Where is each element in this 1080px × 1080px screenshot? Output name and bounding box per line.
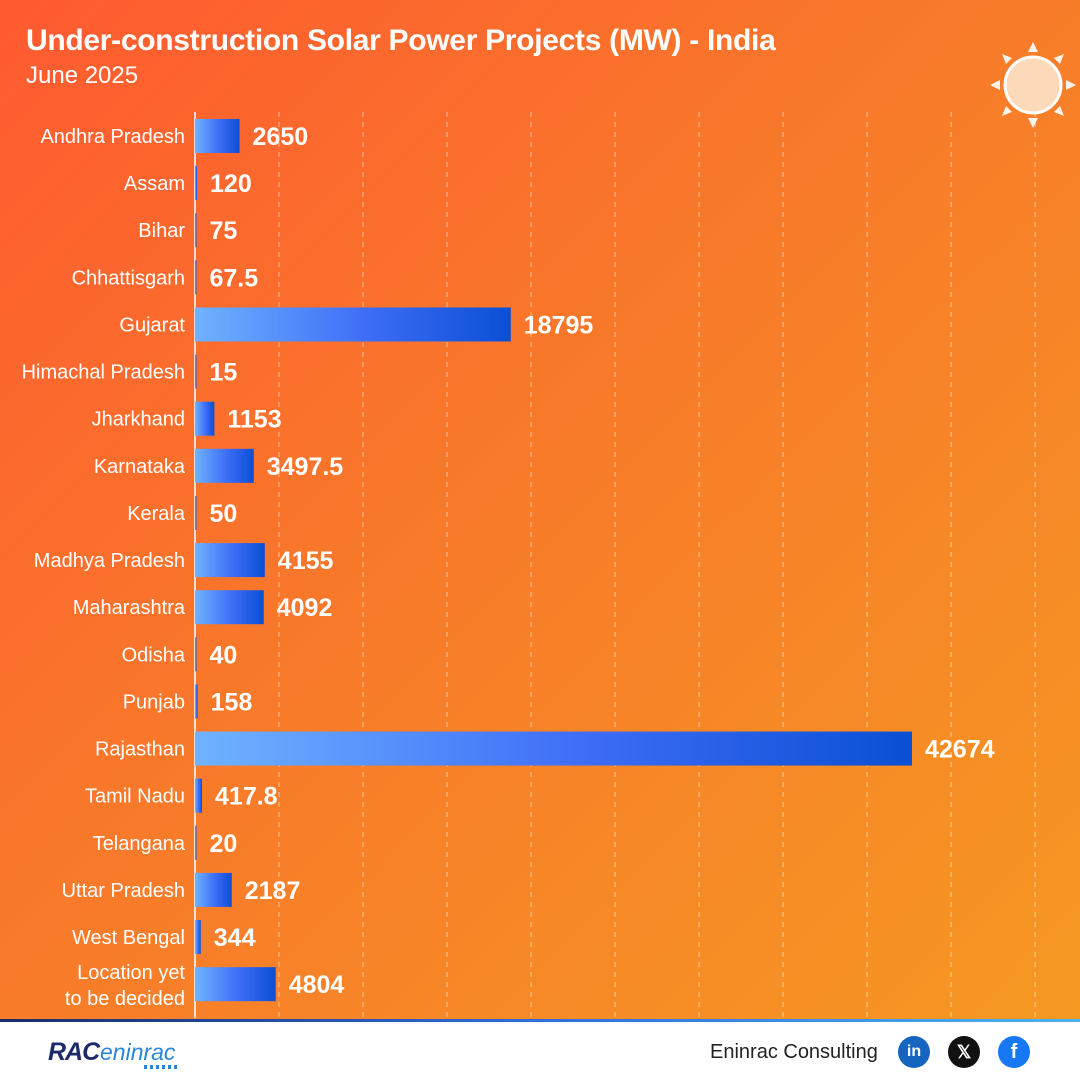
bar: [195, 166, 198, 201]
data-label: 18795: [524, 311, 594, 339]
chart-subtitle: June 2025: [26, 62, 139, 89]
category-label: Uttar Pradesh: [62, 880, 185, 902]
data-label: 42674: [925, 736, 995, 764]
x-icon[interactable]: 𝕏: [948, 1036, 980, 1068]
category-label: Andhra Pradesh: [40, 126, 185, 148]
facebook-icon[interactable]: f: [998, 1036, 1030, 1068]
logo-mark: RAC: [48, 1038, 100, 1066]
category-label: Kerala: [127, 503, 186, 525]
bar-chart: 2650 Andhra Pradesh 120 Assam 75 Bihar 67.5 Chh…: [22, 119, 995, 1010]
bar: [195, 778, 203, 813]
footer-divider: [0, 1019, 1080, 1024]
category-label: Jharkhand: [92, 409, 185, 431]
bar: [195, 872, 232, 907]
bar: [195, 401, 215, 436]
category-label: West Bengal: [72, 927, 185, 949]
category-label: Rajasthan: [95, 739, 185, 761]
bar: [195, 213, 197, 248]
category-label: Bihar: [138, 220, 185, 242]
brand-name: Eninrac Consulting: [710, 1041, 878, 1063]
data-label: 2187: [245, 877, 301, 905]
linkedin-icon[interactable]: in: [898, 1036, 930, 1068]
data-label: 40: [210, 641, 238, 669]
category-label: Location yet to be decided: [65, 962, 186, 1010]
logo-dots: [144, 1065, 180, 1069]
bar: [195, 731, 912, 766]
data-label: 4092: [277, 594, 333, 622]
bar: [195, 684, 198, 719]
data-label: 15: [210, 359, 238, 387]
category-label: Odisha: [122, 644, 186, 666]
bar: [195, 543, 265, 578]
bar: [195, 920, 201, 955]
data-label: 50: [210, 500, 238, 528]
bar: [195, 354, 197, 389]
category-label: Telangana: [93, 833, 186, 855]
bar: [195, 119, 240, 153]
footer: RAC eninrac Eninrac Consulting in 𝕏 f: [0, 1022, 1080, 1080]
bar: [195, 590, 264, 625]
data-label: 158: [211, 688, 253, 716]
category-label: Gujarat: [119, 314, 185, 336]
chart-title: Under-construction Solar Power Projects …: [26, 24, 776, 57]
data-label: 2650: [253, 123, 309, 151]
category-label: Maharashtra: [73, 597, 186, 619]
logo-word: eninrac: [100, 1039, 176, 1065]
category-label: Himachal Pradesh: [22, 362, 185, 384]
bar: [195, 260, 197, 295]
category-label: Tamil Nadu: [85, 786, 185, 808]
data-label: 75: [210, 217, 238, 245]
bar: [195, 825, 197, 860]
category-label: Karnataka: [94, 456, 186, 478]
bar: [195, 495, 197, 530]
data-label: 20: [210, 830, 238, 858]
data-label: 3497.5: [267, 453, 344, 481]
data-label: 1153: [227, 406, 281, 434]
category-label: Punjab: [123, 691, 185, 713]
data-label: 67.5: [210, 264, 259, 292]
company-logo: RAC eninrac: [48, 1036, 188, 1072]
bar: [195, 307, 511, 342]
data-label: 4804: [289, 971, 345, 999]
category-label: Chhattisgarh: [72, 267, 185, 289]
data-label: 120: [210, 170, 252, 198]
data-label: 344: [214, 924, 256, 952]
bar: [195, 967, 276, 1002]
sun-icon: [990, 42, 1076, 128]
category-label: Madhya Pradesh: [34, 550, 185, 572]
data-label: 4155: [278, 547, 334, 575]
bar: [195, 448, 254, 483]
bar: [195, 637, 197, 672]
data-label: 417.8: [215, 783, 278, 811]
category-label: Assam: [124, 173, 185, 195]
